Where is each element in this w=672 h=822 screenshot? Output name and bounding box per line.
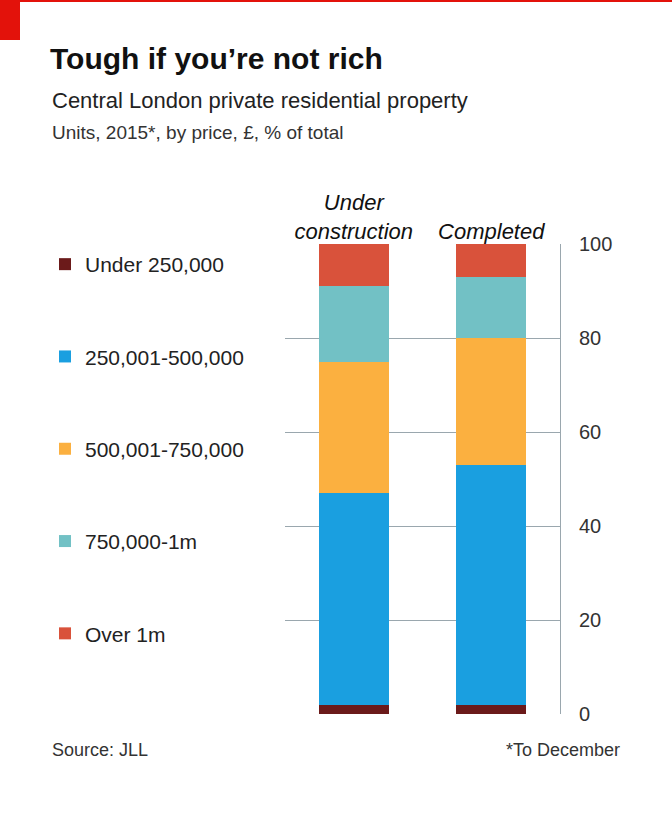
- svg-text:0: 0: [579, 703, 590, 725]
- svg-text:80: 80: [579, 327, 601, 349]
- svg-text:40: 40: [579, 515, 601, 537]
- svg-text:Underconstruction: Underconstruction: [294, 190, 413, 244]
- svg-text:Units, 2015*, by price, £, % o: Units, 2015*, by price, £, % of total: [52, 122, 344, 143]
- svg-text:500,001-750,000: 500,001-750,000: [85, 438, 244, 461]
- svg-text:750,000-1m: 750,000-1m: [85, 530, 197, 553]
- svg-text:20: 20: [579, 609, 601, 631]
- svg-text:Over 1m: Over 1m: [85, 623, 166, 646]
- svg-text:*To December: *To December: [506, 740, 620, 760]
- svg-text:60: 60: [579, 421, 601, 443]
- svg-text:Source: JLL: Source: JLL: [52, 740, 148, 760]
- svg-text:Tough if you’re not rich: Tough if you’re not rich: [50, 42, 383, 75]
- svg-text:100: 100: [579, 233, 612, 255]
- svg-text:Completed: Completed: [438, 219, 545, 244]
- svg-text:Central London private residen: Central London private residential prope…: [52, 88, 468, 113]
- svg-text:250,001-500,000: 250,001-500,000: [85, 346, 244, 369]
- svg-text:Under 250,000: Under 250,000: [85, 253, 224, 276]
